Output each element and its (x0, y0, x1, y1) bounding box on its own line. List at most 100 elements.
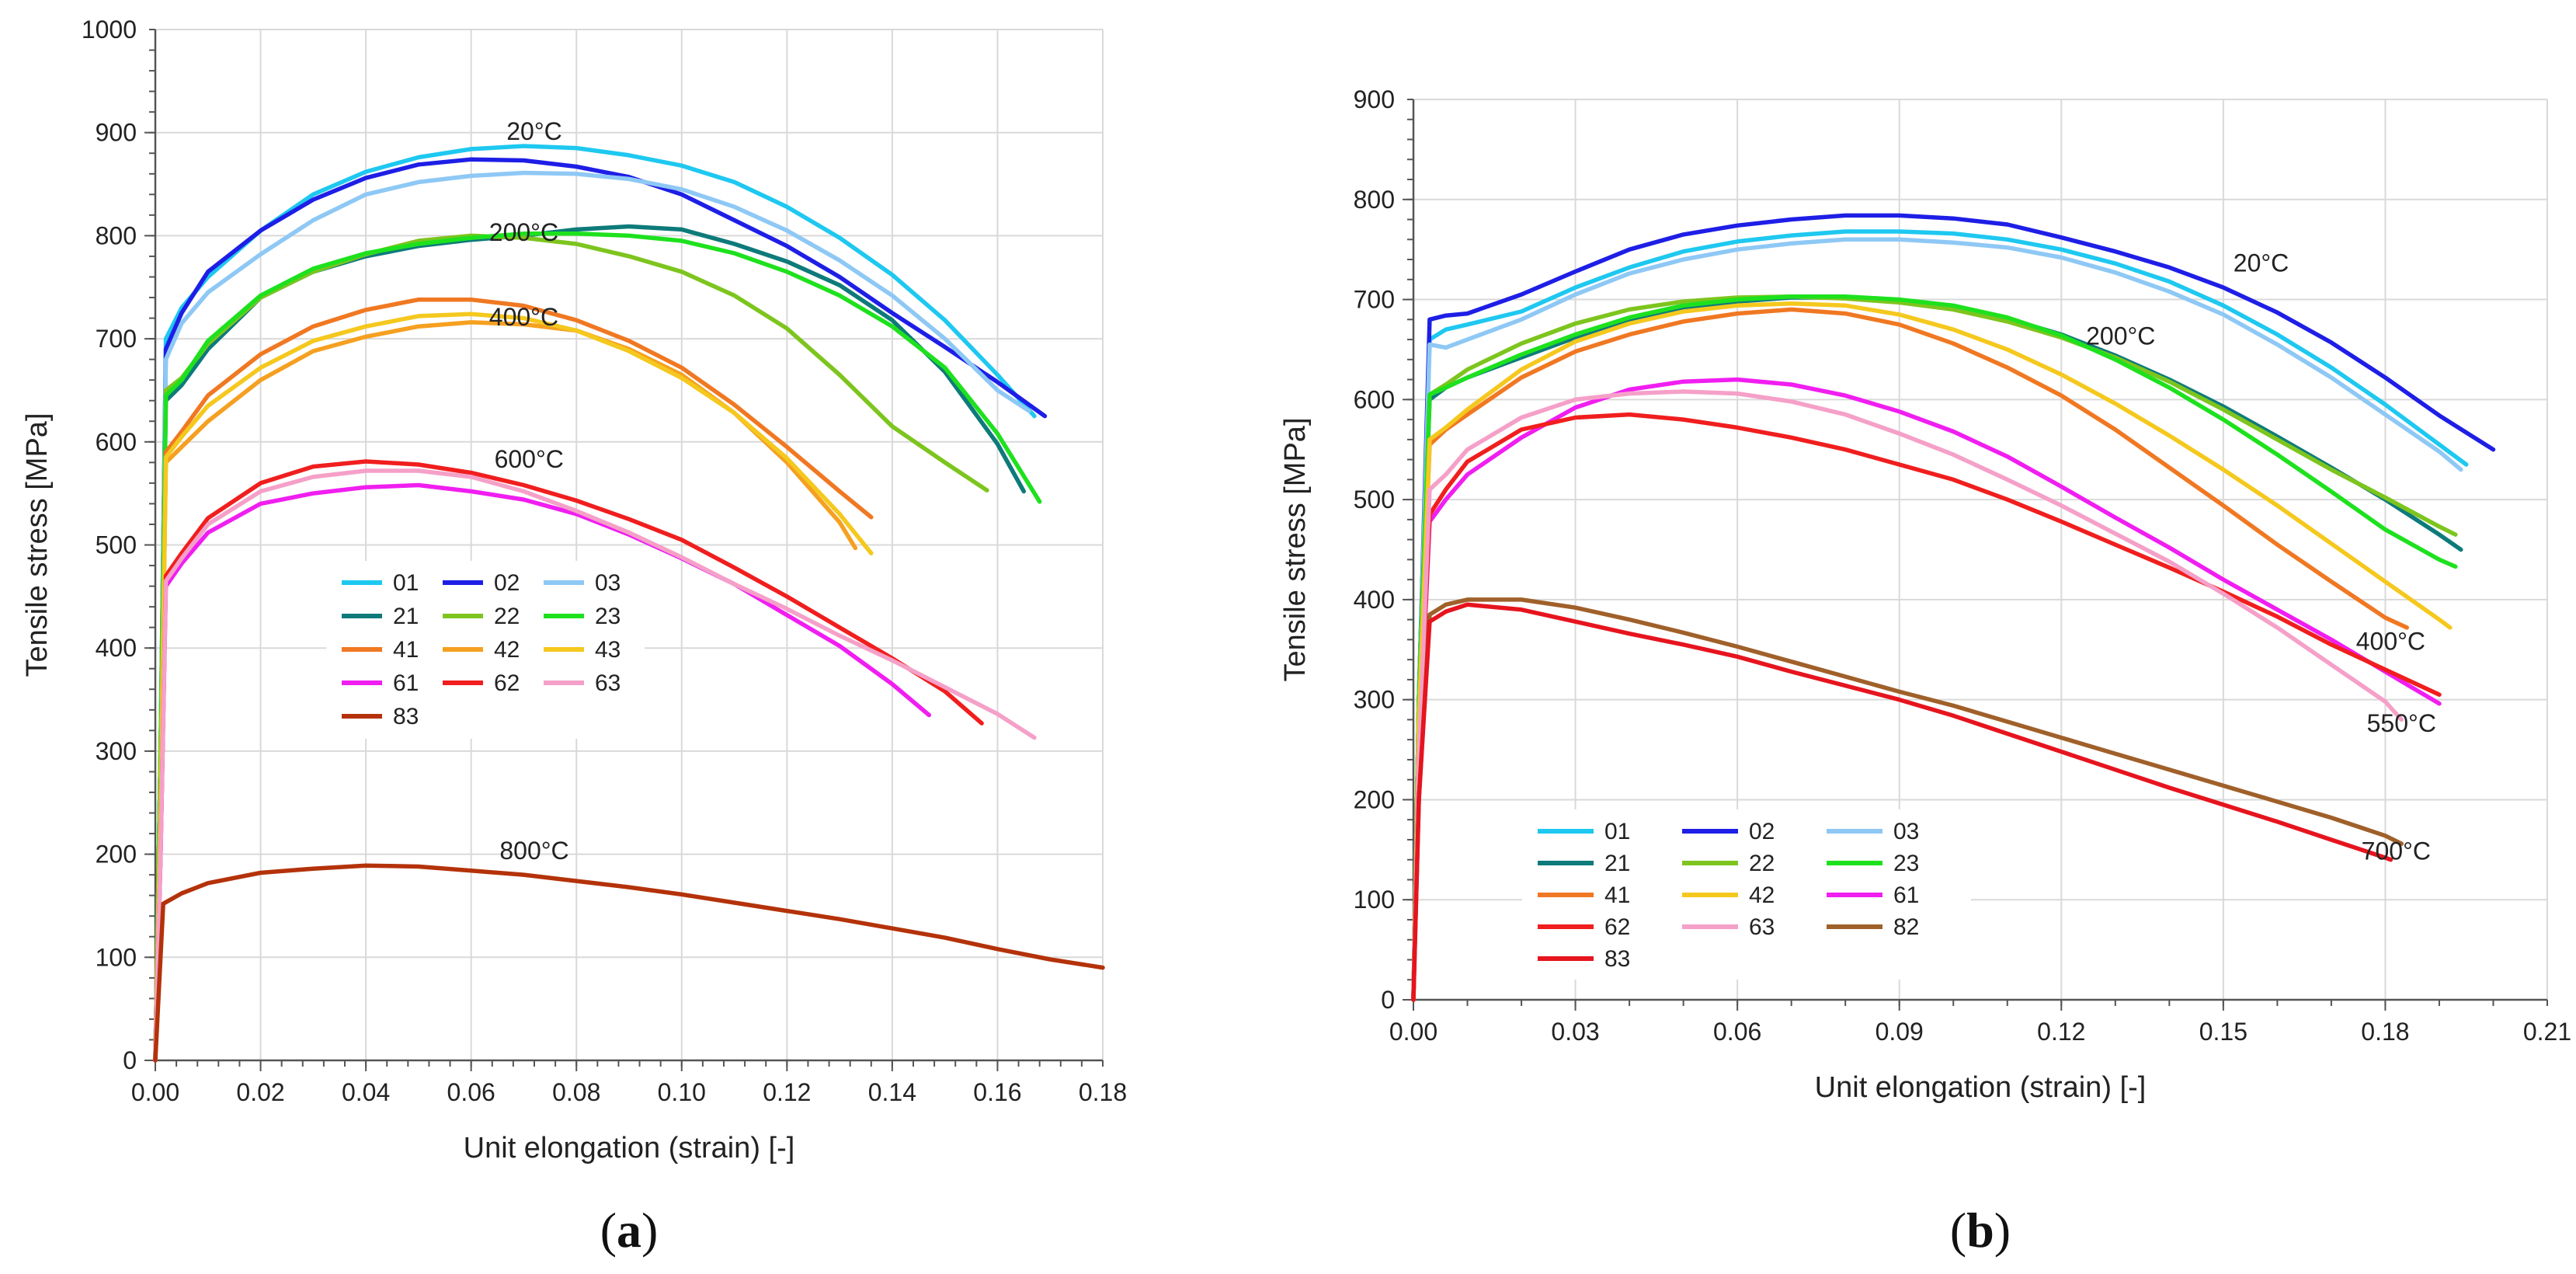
y-tick-label: 900 (96, 119, 137, 147)
x-tick-label: 0.03 (1551, 1018, 1599, 1046)
series-line-63 (153, 468, 1037, 1063)
legend-label-02: 02 (1749, 819, 1775, 844)
y-tick-label: 200 (1354, 785, 1395, 813)
x-tick-label: 0.12 (2037, 1018, 2085, 1046)
x-tick-label: 0.21 (2523, 1018, 2571, 1046)
series-line-02 (153, 157, 1048, 1063)
series-line-62 (1411, 412, 2442, 1002)
legend-label-22: 22 (494, 604, 520, 629)
legend-label-61: 61 (393, 670, 419, 696)
legend-label-42: 42 (494, 637, 520, 663)
annotation-label: 20°C (2234, 249, 2289, 277)
legend-label-83: 83 (1604, 946, 1630, 972)
y-tick-label: 200 (96, 841, 137, 868)
y-tick-label: 300 (96, 737, 137, 765)
annotation-label: 200°C (2086, 322, 2155, 350)
y-axis-title: Tensile stress [MPa] (21, 413, 54, 677)
series-line-41 (1411, 307, 2409, 1002)
y-tick-label: 100 (96, 943, 137, 971)
series-line-62 (153, 459, 984, 1063)
legend-label-21: 21 (1604, 851, 1630, 876)
annotation-label: 700°C (2362, 837, 2431, 865)
y-tick-label: 800 (1354, 186, 1395, 214)
series-line-43 (153, 312, 874, 1063)
axis-ticks (144, 29, 1104, 1071)
x-tick-label: 0.04 (342, 1078, 390, 1106)
y-tick-label: 300 (1354, 686, 1395, 714)
y-tick-label: 700 (1354, 286, 1395, 314)
x-tick-label: 0.16 (973, 1078, 1021, 1106)
legend-label-02: 02 (494, 570, 520, 596)
legend-label-23: 23 (1893, 851, 1919, 876)
legend-label-63: 63 (1749, 914, 1775, 940)
series-line-82 (1411, 597, 2404, 1002)
y-tick-label: 100 (1354, 886, 1395, 914)
series-line-03 (1411, 237, 2463, 1002)
series-line-41 (153, 297, 874, 1063)
x-tick-label: 0.10 (658, 1078, 706, 1106)
annotation-label: 550°C (2367, 709, 2436, 737)
legend-label-22: 22 (1749, 851, 1775, 876)
x-tick-label: 0.12 (763, 1078, 811, 1106)
series-line-83 (1411, 602, 2393, 1002)
legend-background (1522, 809, 1971, 980)
annotation-label: 600°C (495, 445, 564, 473)
legend-label-43: 43 (595, 637, 621, 663)
y-tick-label: 400 (96, 634, 137, 662)
y-axis-title: Tensile stress [MPa] (1279, 418, 1312, 682)
series-line-42 (1411, 301, 2453, 1002)
chart-panel-a: 0 100 200 300 400 500 600 700 800 900 1000 0.00 0.02… (21, 16, 1127, 1258)
legend-label-03: 03 (595, 570, 621, 596)
legend-label-61: 61 (1893, 882, 1919, 908)
legend-label-83: 83 (393, 704, 419, 729)
series-lines (1411, 213, 2496, 1002)
series-line-23 (153, 231, 1042, 1063)
x-tick-label: 0.06 (447, 1078, 495, 1106)
y-tick-label: 700 (96, 325, 137, 353)
series-line-83 (153, 863, 1105, 1063)
series-line-61 (1411, 377, 2442, 1002)
y-tick-label: 500 (96, 531, 137, 559)
series-line-63 (1411, 389, 2404, 1002)
y-tick-label: 600 (96, 428, 137, 456)
x-tick-label: 0.09 (1876, 1018, 1924, 1046)
series-line-23 (1411, 294, 2458, 1002)
legend-label-41: 41 (393, 637, 419, 663)
x-axis-title: Unit elongation (strain) [-] (464, 1132, 795, 1164)
legend-label-23: 23 (595, 604, 621, 629)
annotation-label: 200°C (489, 218, 558, 246)
x-tick-label: 0.06 (1713, 1018, 1761, 1046)
series-line-61 (153, 482, 932, 1063)
series-line-03 (153, 170, 1031, 1063)
legend-label-63: 63 (595, 670, 621, 696)
legend-label-62: 62 (1604, 914, 1630, 940)
y-tick-label: 500 (1354, 486, 1395, 513)
legend-label-82: 82 (1893, 914, 1919, 940)
x-tick-label: 0.02 (236, 1078, 284, 1106)
series-line-01 (1411, 229, 2469, 1002)
legend-label-01: 01 (393, 570, 419, 596)
legend: 01 02 03 21 22 23 41 42 43 61 62 63 83 (326, 561, 645, 739)
x-tick-label: 0.18 (2361, 1018, 2409, 1046)
legend-label-62: 62 (494, 670, 520, 696)
x-tick-label: 0.18 (1079, 1078, 1127, 1106)
series-line-22 (1411, 294, 2458, 1002)
y-tick-label: 1000 (82, 16, 137, 44)
x-tick-label: 0.14 (868, 1078, 916, 1106)
x-tick-label: 0.00 (1389, 1018, 1437, 1046)
legend: 01 02 03 21 22 23 41 42 61 62 63 82 83 (1522, 809, 1971, 980)
y-tick-label: 400 (1354, 586, 1395, 614)
panel-label: (a) (600, 1203, 659, 1258)
y-tick-label: 800 (96, 221, 137, 249)
annotation-label: 400°C (489, 303, 558, 331)
x-tick-label: 0.08 (552, 1078, 600, 1106)
legend-label-42: 42 (1749, 882, 1775, 908)
x-axis-title: Unit elongation (strain) [-] (1815, 1071, 2147, 1104)
legend-label-03: 03 (1893, 819, 1919, 844)
y-tick-label: 0 (1381, 986, 1395, 1014)
chart-panel-b: 0 100 200 300 400 500 600 700 800 900 0.00 0.03 0.06… (1279, 85, 2571, 1258)
x-tick-label: 0.00 (131, 1078, 179, 1106)
panel-label: (b) (1950, 1203, 2011, 1258)
annotation-label: 20°C (506, 117, 562, 145)
